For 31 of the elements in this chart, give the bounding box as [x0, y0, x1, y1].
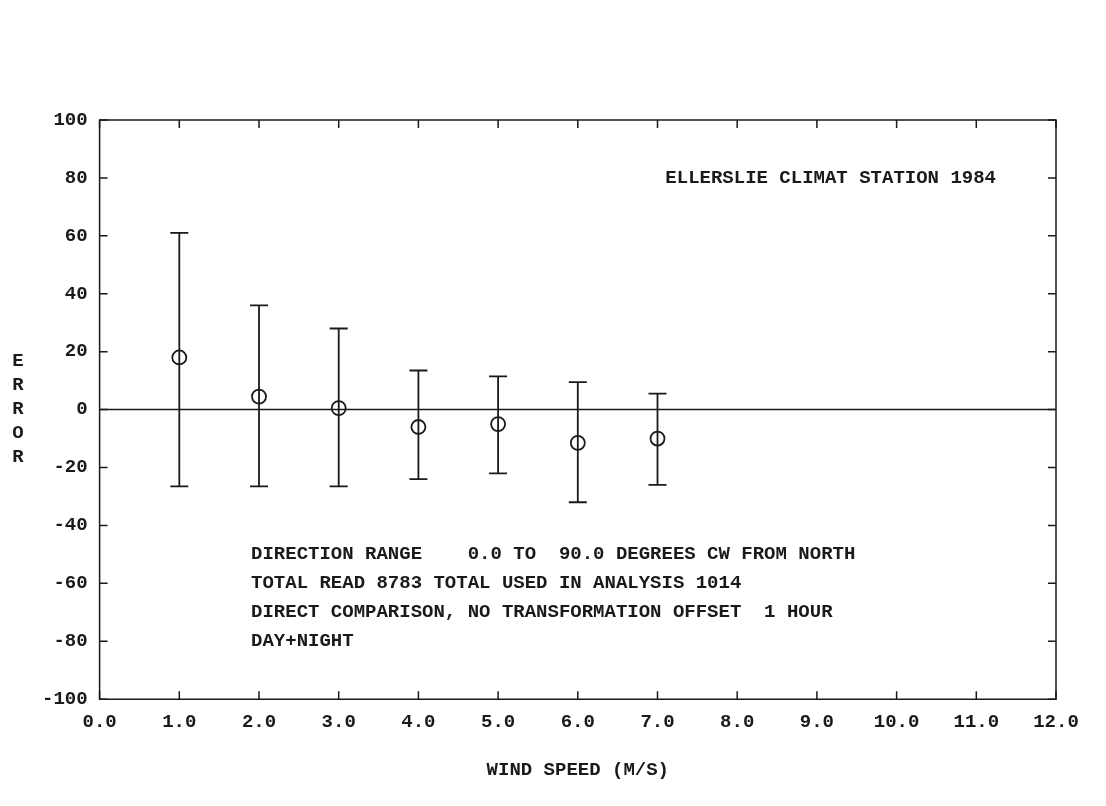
- x-tick-label: 9.0: [799, 711, 835, 734]
- y-tick-label: 60: [64, 224, 88, 247]
- y-tick-label: 80: [64, 166, 88, 189]
- y-tick-label: -60: [53, 572, 88, 595]
- x-tick-label: 10.0: [873, 711, 920, 734]
- y-tick-label: 0: [76, 398, 88, 421]
- annotation: ELLERSLIE CLIMAT STATION 1984: [665, 166, 996, 189]
- y-tick-label: -80: [53, 630, 88, 653]
- annotation: DAY+NIGHT: [251, 630, 354, 653]
- x-tick-label: 12.0: [1033, 711, 1079, 734]
- x-tick-label: 4.0: [401, 711, 436, 734]
- x-tick-label: 8.0: [720, 711, 755, 734]
- y-tick-label: -100: [42, 687, 88, 710]
- annotation: TOTAL READ 8783 TOTAL USED IN ANALYSIS 1014: [251, 572, 742, 595]
- x-tick-label: 5.0: [480, 711, 516, 734]
- x-tick-label: 3.0: [321, 711, 356, 734]
- annotation: DIRECT COMPARISON, NO TRANSFORMATION OFFSET 1 HOUR: [251, 601, 834, 624]
- y-tick-label: 20: [64, 340, 88, 363]
- x-tick-label: 7.0: [640, 711, 675, 734]
- x-tick-label: 0.0: [82, 711, 117, 734]
- y-tick-label: -40: [53, 514, 88, 537]
- y-tick-label: 100: [53, 108, 88, 131]
- annotation: DIRECTION RANGE 0.0 TO 90.0 DEGREES CW FROM NORTH: [251, 543, 856, 566]
- x-tick-label: 1.0: [162, 711, 197, 734]
- x-tick-label: 2.0: [241, 711, 277, 734]
- x-axis-title: WIND SPEED (M/S): [486, 758, 670, 781]
- y-tick-label: 40: [64, 282, 88, 305]
- x-tick-label: 6.0: [560, 711, 595, 734]
- y-tick-label: -20: [53, 456, 88, 479]
- y-axis-title: ERROR: [12, 350, 25, 469]
- x-tick-label: 11.0: [953, 711, 1000, 734]
